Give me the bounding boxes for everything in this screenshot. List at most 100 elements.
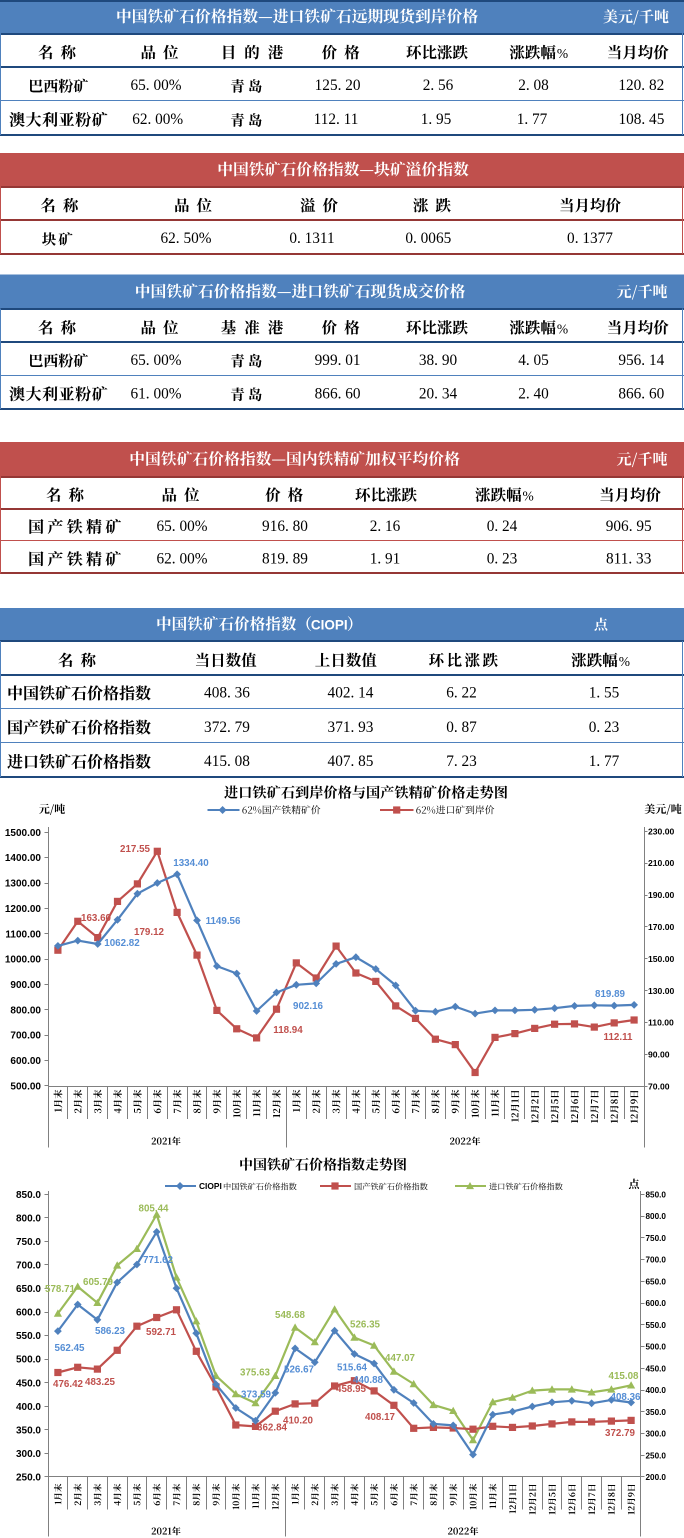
svg-text:7. 23: 7. 23 <box>446 753 477 770</box>
svg-text:%: % <box>557 46 568 61</box>
svg-text:956. 14: 956. 14 <box>618 352 664 369</box>
svg-text:476.42: 476.42 <box>53 1379 84 1390</box>
svg-text:605.79: 605.79 <box>83 1277 114 1288</box>
svg-text:2. 08: 2. 08 <box>518 77 549 94</box>
svg-text:1. 91: 1. 91 <box>370 550 401 567</box>
svg-text:61. 00%: 61. 00% <box>131 385 182 402</box>
svg-text:0. 23: 0. 23 <box>487 550 518 567</box>
svg-text:375.63: 375.63 <box>240 1367 271 1378</box>
svg-text:1062.82: 1062.82 <box>104 938 140 949</box>
svg-text:850.0: 850.0 <box>16 1190 41 1201</box>
svg-text:407. 85: 407. 85 <box>328 753 374 770</box>
svg-text:906. 95: 906. 95 <box>606 518 652 535</box>
svg-text:771.62: 771.62 <box>143 1255 174 1266</box>
svg-text:373.59: 373.59 <box>241 1390 272 1401</box>
svg-text:750.0: 750.0 <box>646 1234 667 1243</box>
svg-text:450.0: 450.0 <box>16 1378 41 1389</box>
svg-text:562.45: 562.45 <box>55 1343 86 1354</box>
svg-text:90.00: 90.00 <box>648 1050 670 1060</box>
svg-text:362.84: 362.84 <box>257 1423 288 1434</box>
svg-text:1. 77: 1. 77 <box>589 753 620 770</box>
svg-text:%: % <box>619 654 630 669</box>
svg-text:600.0: 600.0 <box>646 1299 667 1308</box>
svg-text:592.71: 592.71 <box>146 1327 177 1338</box>
svg-text:800.00: 800.00 <box>10 1005 41 1016</box>
svg-text:108. 45: 108. 45 <box>618 111 664 128</box>
svg-text:0. 1311: 0. 1311 <box>289 230 334 247</box>
svg-text:0. 23: 0. 23 <box>589 719 620 736</box>
svg-text:2. 16: 2. 16 <box>370 518 401 535</box>
svg-text:300.0: 300.0 <box>16 1449 41 1460</box>
svg-text:400.0: 400.0 <box>16 1402 41 1413</box>
svg-text:811. 33: 811. 33 <box>606 550 652 567</box>
svg-text:112. 11: 112. 11 <box>314 111 359 128</box>
svg-text:999. 01: 999. 01 <box>315 352 361 369</box>
svg-text:62. 00%: 62. 00% <box>157 550 208 567</box>
svg-text:1149.56: 1149.56 <box>206 916 241 927</box>
svg-text:458.95: 458.95 <box>336 1384 367 1395</box>
svg-text:408.36: 408.36 <box>611 1392 642 1403</box>
svg-text:916. 80: 916. 80 <box>262 518 308 535</box>
svg-text:130.00: 130.00 <box>648 986 675 996</box>
svg-text:526.67: 526.67 <box>284 1365 315 1376</box>
svg-text:1. 77: 1. 77 <box>517 111 548 128</box>
svg-text:65. 00%: 65. 00% <box>131 352 182 369</box>
svg-text:700.00: 700.00 <box>10 1031 41 1042</box>
svg-text:1. 55: 1. 55 <box>589 685 620 702</box>
svg-text:217.55: 217.55 <box>120 844 151 855</box>
svg-text:4. 05: 4. 05 <box>518 352 549 369</box>
svg-text:20. 34: 20. 34 <box>419 385 458 402</box>
svg-text:650.0: 650.0 <box>16 1284 41 1295</box>
svg-text:38. 90: 38. 90 <box>419 352 458 369</box>
svg-text:350.0: 350.0 <box>646 1408 667 1417</box>
svg-text:450.0: 450.0 <box>646 1364 667 1373</box>
svg-text:70.00: 70.00 <box>648 1082 670 1092</box>
svg-text:410.20: 410.20 <box>283 1416 314 1427</box>
svg-text:0. 0065: 0. 0065 <box>405 230 451 247</box>
svg-text:515.64: 515.64 <box>337 1363 368 1374</box>
svg-text:0. 1377: 0. 1377 <box>567 230 613 247</box>
svg-text:819.89: 819.89 <box>595 989 626 1000</box>
svg-text:447.07: 447.07 <box>385 1353 416 1364</box>
svg-text:179.12: 179.12 <box>134 927 165 938</box>
svg-text:700.0: 700.0 <box>646 1256 667 1265</box>
svg-text:62. 50%: 62. 50% <box>161 230 212 247</box>
svg-text:65. 00%: 65. 00% <box>157 518 208 535</box>
svg-text:526.35: 526.35 <box>350 1320 381 1331</box>
svg-text:230.00: 230.00 <box>648 826 675 836</box>
svg-text:200.0: 200.0 <box>646 1473 667 1482</box>
svg-text:0. 24: 0. 24 <box>487 518 518 535</box>
svg-text:902.16: 902.16 <box>293 1001 324 1012</box>
svg-text:1000.00: 1000.00 <box>5 955 42 966</box>
svg-text:170.00: 170.00 <box>648 922 675 932</box>
svg-text:415. 08: 415. 08 <box>204 753 250 770</box>
svg-text:350.0: 350.0 <box>16 1425 41 1436</box>
svg-text:0. 87: 0. 87 <box>446 719 477 736</box>
svg-text:408.17: 408.17 <box>365 1412 396 1423</box>
svg-text:650.0: 650.0 <box>646 1277 667 1286</box>
svg-text:112.11: 112.11 <box>604 1032 633 1043</box>
svg-text:500.0: 500.0 <box>646 1343 667 1352</box>
svg-text:402. 14: 402. 14 <box>328 685 374 702</box>
svg-text:550.0: 550.0 <box>646 1321 667 1330</box>
svg-text:150.00: 150.00 <box>648 954 675 964</box>
svg-text:2. 40: 2. 40 <box>518 385 549 402</box>
svg-text:1. 95: 1. 95 <box>421 111 452 128</box>
svg-text:900.00: 900.00 <box>10 980 41 991</box>
svg-text:500.00: 500.00 <box>10 1081 41 1092</box>
svg-text:125. 20: 125. 20 <box>315 77 361 94</box>
svg-text:110.00: 110.00 <box>648 1018 674 1028</box>
svg-text:483.25: 483.25 <box>85 1377 116 1388</box>
svg-text:CIOPI: CIOPI <box>311 618 348 633</box>
svg-text:6. 22: 6. 22 <box>446 685 477 702</box>
svg-text:819. 89: 819. 89 <box>262 550 308 567</box>
svg-text:1200.00: 1200.00 <box>5 904 42 915</box>
svg-text:600.00: 600.00 <box>10 1056 41 1067</box>
svg-text:578.71: 578.71 <box>45 1284 76 1295</box>
svg-text:700.0: 700.0 <box>16 1260 41 1271</box>
svg-text:1400.00: 1400.00 <box>5 853 42 864</box>
svg-text:CIOPI: CIOPI <box>199 1181 222 1191</box>
svg-text:1334.40: 1334.40 <box>173 858 209 869</box>
svg-text:1500.00: 1500.00 <box>5 828 42 839</box>
svg-text:500.0: 500.0 <box>16 1355 41 1366</box>
